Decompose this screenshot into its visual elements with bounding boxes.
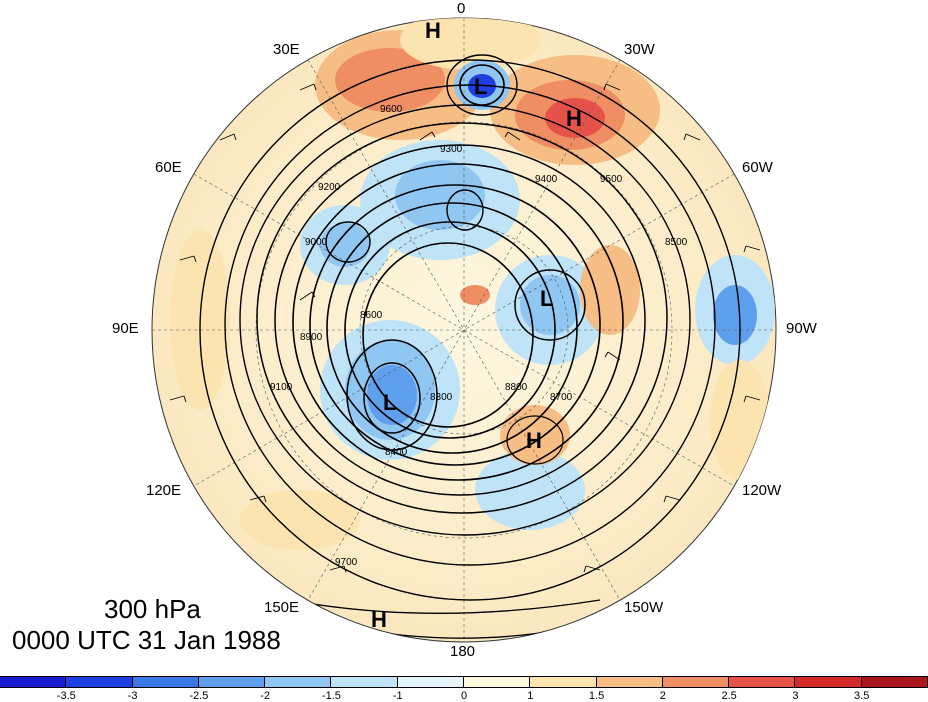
colorbar-segment [662, 677, 730, 687]
time-label: 0000 UTC 31 Jan 1988 [12, 625, 281, 655]
contour-label: 8600 [360, 310, 383, 321]
colorbar-tick-label: 2 [659, 690, 666, 702]
colorbar-tick-label: 2.5 [721, 690, 737, 702]
colorbar-tick-label: -3.5 [56, 690, 76, 702]
high-center: H [425, 18, 441, 43]
contour-label: 8700 [550, 392, 573, 403]
contour-label: 9700 [335, 557, 358, 568]
contour-label: 9600 [380, 104, 403, 115]
colorbar-segment [861, 677, 928, 687]
longitude-label-90e: 90E [112, 320, 139, 337]
contour-label: 8400 [385, 447, 408, 458]
high-center: H [526, 428, 542, 453]
level-label: 300 hPa [104, 594, 201, 624]
high-center: H [566, 106, 582, 131]
colorbar-tick-label: -3 [127, 690, 138, 702]
colorbar [0, 676, 928, 688]
colorbar-segment [331, 677, 398, 687]
contour-label: 9100 [270, 382, 293, 393]
longitude-label-150e: 150E [264, 599, 300, 616]
colorbar-tick-label: -1.5 [321, 690, 341, 702]
colorbar-tick-label: 3.5 [854, 690, 870, 702]
longitude-label-30e: 30E [273, 41, 300, 58]
longitude-label-30w: 30W [624, 41, 655, 58]
contour-label: 9200 [318, 182, 341, 193]
longitude-label-90w: 90W [786, 320, 817, 337]
longitude-label-0: 0 [457, 0, 466, 17]
low-center: L [540, 286, 553, 311]
contour-label: 9000 [305, 237, 328, 248]
colorbar-tick-label: 3 [792, 690, 799, 702]
longitude-label-180: 180 [450, 643, 476, 660]
contour-label: 8900 [300, 332, 323, 343]
colorbar-segment [596, 677, 663, 687]
longitude-label-120e: 120E [146, 482, 182, 499]
high-center: H [371, 607, 387, 632]
contour-label: 8800 [505, 382, 528, 393]
longitude-label-120w: 120W [742, 482, 782, 499]
colorbar-segment [198, 677, 266, 687]
colorbar-segment [397, 677, 464, 687]
colorbar-segment [265, 677, 332, 687]
contour-label: 9300 [440, 144, 463, 155]
colorbar-tick-label: -1 [392, 690, 403, 702]
height-contours [152, 54, 741, 639]
low-center: L [474, 74, 487, 99]
wind-barbs [169, 83, 761, 573]
contour-label: 8300 [430, 392, 453, 403]
longitude-label-60e: 60E [155, 159, 182, 176]
graticule [152, 18, 776, 642]
contour-label: 8500 [665, 237, 688, 248]
colorbar-tick-label: -2.5 [189, 690, 209, 702]
colorbar-segment [132, 677, 199, 687]
colorbar-segment [463, 677, 531, 687]
longitude-label-150w: 150W [624, 599, 664, 616]
colorbar-tick-label: -2 [260, 690, 271, 702]
colorbar-segment [795, 677, 862, 687]
low-center: L [383, 390, 396, 415]
colorbar-segment [66, 677, 133, 687]
colorbar-segment [0, 677, 67, 687]
colorbar-tick-label: 1 [527, 690, 534, 702]
colorbar-segment [530, 677, 597, 687]
colorbar-tick-label: 0 [460, 690, 468, 702]
contour-label: 9400 [535, 174, 558, 185]
contour-label: 9500 [600, 174, 623, 185]
colorbar-tick-label: 1.5 [588, 690, 605, 702]
longitude-label-60w: 60W [742, 159, 773, 176]
colorbar-segment [729, 677, 796, 687]
